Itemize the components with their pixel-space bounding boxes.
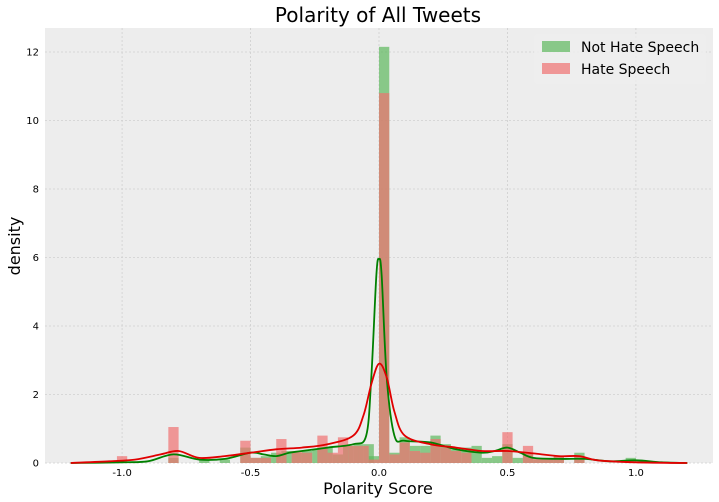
kde-layer [70, 257, 688, 464]
histogram-bar-not-hate-speech [199, 459, 210, 463]
histogram-bar-hate-speech [399, 442, 410, 463]
histogram-bar-hate-speech [543, 457, 554, 463]
histogram-bar-hate-speech [291, 451, 302, 463]
histogram-bar-not-hate-speech [471, 445, 482, 463]
x-tick-label: -0.5 [241, 468, 261, 479]
legend-swatch-not-hate-speech [542, 41, 570, 52]
histogram-bar-hate-speech [317, 435, 328, 463]
histogram-bar-hate-speech [250, 457, 261, 463]
kde-line-hate-speech [70, 362, 688, 464]
histogram-bar-hate-speech [301, 452, 313, 463]
histogram-bar-not-hate-speech [512, 457, 523, 463]
histogram-bar-hate-speech [379, 93, 390, 464]
histogram-bar-hate-speech [461, 452, 472, 463]
bars-layer [116, 46, 636, 464]
y-tick-label: 6 [33, 253, 39, 264]
chart-title: Polarity of All Tweets [275, 3, 481, 27]
histogram-bar-hate-speech [276, 439, 287, 463]
x-axis-label: Polarity Score [323, 479, 433, 498]
histogram-bar-hate-speech [240, 440, 251, 463]
histogram-bar-hate-speech [260, 457, 272, 463]
legend: Not Hate Speech Hate Speech [534, 34, 706, 84]
y-tick-label: 8 [33, 184, 39, 195]
x-tick-label: -1.0 [112, 468, 132, 479]
histogram-bar-hate-speech [337, 437, 349, 463]
histogram-bar-hate-speech [440, 447, 451, 463]
histogram-bar-hate-speech [168, 427, 179, 463]
histogram-bar-hate-speech [327, 452, 338, 463]
y-tick-label: 4 [33, 321, 39, 332]
histogram-bar-hate-speech [348, 445, 359, 463]
histogram-bar-hate-speech [533, 457, 544, 463]
histogram-bar-hate-speech [450, 451, 462, 463]
x-tick-label: 0.5 [500, 468, 516, 479]
histogram-bar-not-hate-speech [481, 457, 493, 463]
x-tick-label: 1.0 [628, 468, 644, 479]
histogram-bar-hate-speech [389, 454, 400, 463]
histogram-bar-hate-speech [116, 456, 128, 463]
histogram-bar-hate-speech [368, 459, 379, 463]
histogram-bar-hate-speech [430, 439, 441, 463]
x-tick-label: 0.0 [371, 468, 387, 479]
y-tick-label: 2 [33, 390, 39, 401]
histogram-bar-hate-speech [420, 452, 431, 463]
legend-swatch-hate-speech [542, 63, 570, 74]
histogram-bar-hate-speech [522, 445, 534, 463]
histogram-bar-hate-speech [409, 451, 421, 463]
y-tick-label: 10 [26, 116, 39, 127]
legend-label-hate-speech: Hate Speech [581, 62, 670, 78]
histogram-bar-not-hate-speech [492, 456, 503, 463]
y-tick-label: 12 [26, 47, 39, 58]
histogram-bar-not-hate-speech [219, 459, 230, 463]
legend-box [534, 34, 706, 84]
histogram-bar-hate-speech [358, 445, 369, 463]
y-tick-label: 0 [33, 459, 39, 470]
legend-label-not-hate-speech: Not Hate Speech [581, 40, 699, 56]
y-axis-label: density [5, 217, 24, 276]
ticks-layer: -1.0 -0.5 0.0 0.5 1.0 0 2 4 6 8 10 12 [26, 47, 644, 479]
